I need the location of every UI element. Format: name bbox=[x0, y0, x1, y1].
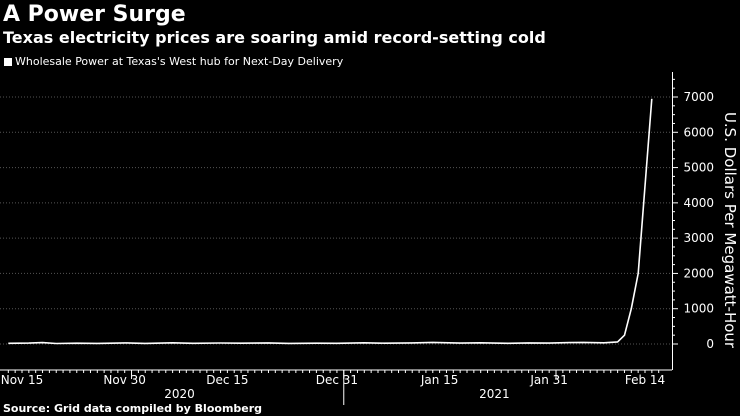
y-tick-label: 0 bbox=[706, 337, 714, 351]
y-tick-label: 4000 bbox=[683, 196, 714, 210]
chart-subtitle: Texas electricity prices are soaring ami… bbox=[3, 28, 546, 47]
y-tick-label: 6000 bbox=[683, 125, 714, 139]
legend-label: Wholesale Power at Texas's West hub for … bbox=[15, 55, 344, 68]
y-tick-label: 2000 bbox=[683, 266, 714, 280]
series-line bbox=[8, 98, 653, 345]
y-tick-label: 5000 bbox=[683, 161, 714, 175]
x-year-label: 2021 bbox=[479, 387, 510, 401]
x-year-label: 2020 bbox=[164, 387, 195, 401]
legend: Wholesale Power at Texas's West hub for … bbox=[4, 55, 343, 68]
y-tick-label: 3000 bbox=[683, 231, 714, 245]
x-tick-label: Jan 31 bbox=[529, 373, 568, 387]
x-tick-label: Feb 14 bbox=[625, 373, 665, 387]
y-tick-label: 1000 bbox=[683, 302, 714, 316]
x-tick-label: Nov 30 bbox=[103, 373, 146, 387]
x-tick-label: Nov 15 bbox=[1, 373, 44, 387]
y-axis-label: U.S. Dollars Per Megawatt-Hour bbox=[721, 112, 739, 349]
x-tick-label: Dec 15 bbox=[206, 373, 248, 387]
x-tick-label: Dec 31 bbox=[316, 373, 358, 387]
y-tick-label: 7000 bbox=[683, 90, 714, 104]
legend-swatch bbox=[4, 57, 12, 66]
source-note: Source: Grid data compiled by Bloomberg bbox=[3, 402, 263, 415]
x-tick-label: Jan 15 bbox=[420, 373, 459, 387]
chart-title: A Power Surge bbox=[3, 2, 186, 27]
